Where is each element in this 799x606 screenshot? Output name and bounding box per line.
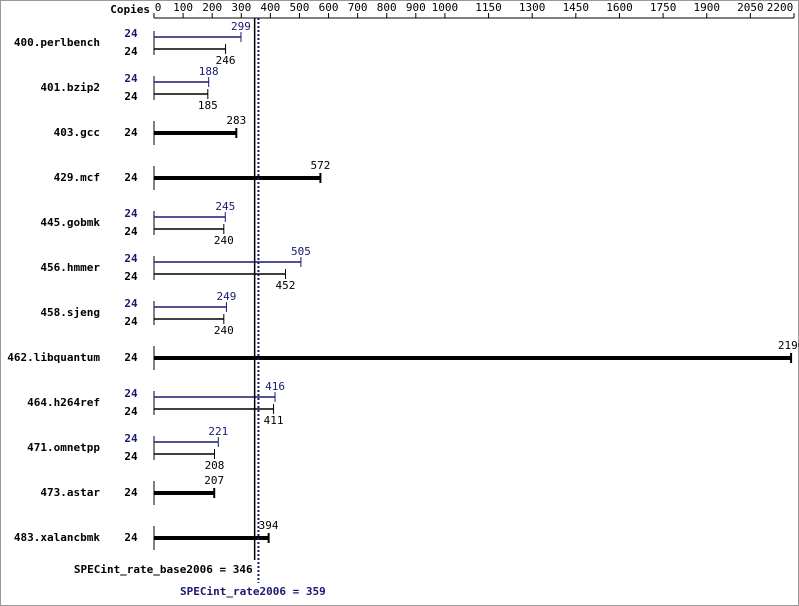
x-tick-label: 1900 — [693, 1, 720, 14]
value-label: 208 — [205, 459, 225, 472]
base-copies: 24 — [124, 126, 138, 139]
value-label: 245 — [215, 200, 235, 213]
x-tick-label: 1150 — [475, 1, 502, 14]
x-tick-label: 1600 — [606, 1, 633, 14]
peak-copies: 24 — [124, 252, 138, 265]
base-copies: 24 — [124, 531, 138, 544]
value-label: 505 — [291, 245, 311, 258]
x-tick-label: 1000 — [432, 1, 459, 14]
copies-header: Copies — [110, 3, 150, 16]
reference-label: SPECint_rate_base2006 = 346 — [74, 563, 253, 576]
x-tick-label: 100 — [173, 1, 193, 14]
base-copies: 24 — [124, 90, 138, 103]
value-label: 207 — [204, 474, 224, 487]
benchmark-label: 464.h264ref — [27, 396, 100, 409]
value-label: 188 — [199, 65, 219, 78]
value-label: 2190 — [778, 339, 799, 352]
x-tick-label: 300 — [231, 1, 251, 14]
base-copies: 24 — [124, 486, 138, 499]
x-tick-label: 600 — [319, 1, 339, 14]
value-label: 221 — [208, 425, 228, 438]
benchmark-label: 403.gcc — [54, 126, 100, 139]
x-tick-label: 1450 — [563, 1, 590, 14]
value-label: 416 — [265, 380, 285, 393]
base-copies: 24 — [124, 450, 138, 463]
value-label: 452 — [276, 279, 296, 292]
benchmark-label: 471.omnetpp — [27, 441, 100, 454]
benchmark-label: 462.libquantum — [7, 351, 100, 364]
value-label: 240 — [214, 234, 234, 247]
x-tick-label: 200 — [202, 1, 222, 14]
x-tick-label: 1750 — [650, 1, 677, 14]
base-copies: 24 — [124, 225, 138, 238]
benchmark-label: 473.astar — [40, 486, 100, 499]
value-label: 246 — [216, 54, 236, 67]
value-label: 299 — [231, 20, 251, 33]
base-copies: 24 — [124, 270, 138, 283]
base-copies: 24 — [124, 351, 138, 364]
base-copies: 24 — [124, 315, 138, 328]
base-copies: 24 — [124, 171, 138, 184]
benchmark-label: 483.xalancbmk — [14, 531, 100, 544]
base-copies: 24 — [124, 45, 138, 58]
value-label: 240 — [214, 324, 234, 337]
value-label: 185 — [198, 99, 218, 112]
peak-copies: 24 — [124, 207, 138, 220]
x-tick-label: 2200 — [767, 1, 794, 14]
x-tick-label: 1300 — [519, 1, 546, 14]
benchmark-label: 401.bzip2 — [40, 81, 100, 94]
base-copies: 24 — [124, 405, 138, 418]
benchmark-label: 400.perlbench — [14, 36, 100, 49]
benchmark-label: 429.mcf — [54, 171, 100, 184]
x-tick-label: 400 — [260, 1, 280, 14]
peak-copies: 24 — [124, 27, 138, 40]
value-label: 572 — [310, 159, 330, 172]
peak-copies: 24 — [124, 297, 138, 310]
peak-copies: 24 — [124, 432, 138, 445]
peak-copies: 24 — [124, 387, 138, 400]
x-tick-label: 500 — [290, 1, 310, 14]
x-tick-label: 700 — [348, 1, 368, 14]
benchmark-label: 456.hmmer — [40, 261, 100, 274]
value-label: 249 — [216, 290, 236, 303]
value-label: 411 — [264, 414, 284, 427]
x-tick-label: 900 — [406, 1, 426, 14]
value-label: 394 — [259, 519, 279, 532]
reference-label: SPECint_rate2006 = 359 — [180, 585, 326, 598]
x-tick-label: 0 — [155, 1, 162, 14]
x-tick-label: 800 — [377, 1, 397, 14]
peak-copies: 24 — [124, 72, 138, 85]
value-label: 283 — [226, 114, 246, 127]
benchmark-label: 445.gobmk — [40, 216, 100, 229]
benchmark-label: 458.sjeng — [40, 306, 100, 319]
x-tick-label: 2050 — [737, 1, 764, 14]
